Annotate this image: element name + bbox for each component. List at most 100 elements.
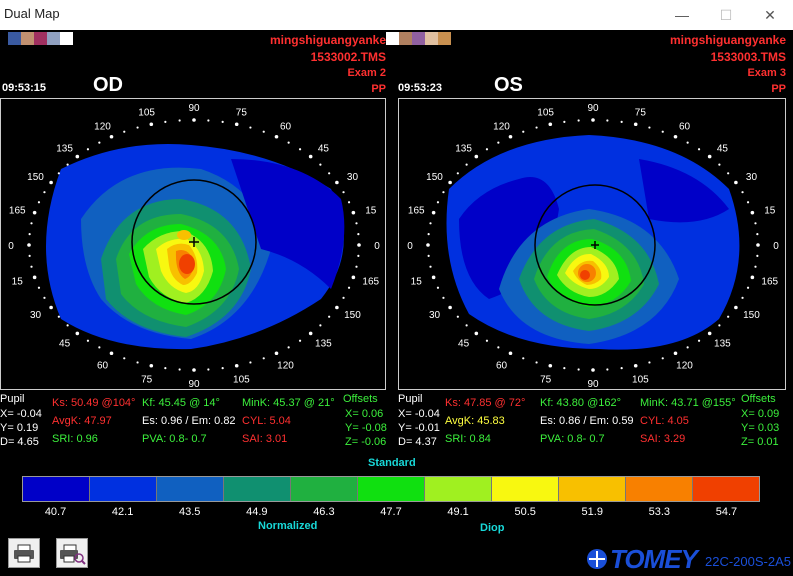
ring-dot xyxy=(508,134,513,139)
print-button[interactable] xyxy=(8,538,40,568)
ring-dot xyxy=(98,141,101,144)
scale-value-label: 40.7 xyxy=(44,506,67,518)
ring-dot xyxy=(57,172,60,175)
od-pupil-label: Pupil xyxy=(0,393,25,405)
axis-label: 0 xyxy=(773,241,779,252)
minimize-button[interactable]: — xyxy=(675,7,689,23)
ring-dot xyxy=(750,210,755,215)
ring-dot xyxy=(442,191,445,194)
os-eye-label: OS xyxy=(494,74,523,96)
axis-label: 30 xyxy=(746,172,758,183)
scale-swatch xyxy=(559,477,626,501)
axis-label: 150 xyxy=(344,310,361,321)
maximize-button[interactable]: ☐ xyxy=(719,7,733,23)
ring-dot xyxy=(697,148,701,151)
ring-dot xyxy=(123,130,126,133)
axis-label: 30 xyxy=(347,172,359,183)
os-mink: MinK: 43.71 @155° xyxy=(640,397,736,409)
ring-dot xyxy=(485,339,489,342)
os-pupil-label: Pupil xyxy=(398,393,423,405)
close-button[interactable]: ✕ xyxy=(764,7,776,23)
ring-dot xyxy=(591,118,595,122)
window-title: Dual Map xyxy=(4,6,60,21)
axis-label: 120 xyxy=(94,121,111,132)
ring-dot xyxy=(192,368,196,372)
ring-dot xyxy=(328,315,331,318)
axis-label: 105 xyxy=(138,108,155,119)
ring-dot xyxy=(620,367,623,370)
os-topography-map[interactable]: 0 15 30 45 60 75 90 105 120 135 150 165 0 15 30 45 60 75 9… xyxy=(398,98,786,390)
axis-label: 150 xyxy=(426,172,443,183)
os-pupil-x: X= -0.04 xyxy=(398,408,440,420)
ring-dot xyxy=(522,130,525,133)
os-offset-y: Y= 0.03 xyxy=(741,422,780,434)
axis-label: 165 xyxy=(362,277,379,288)
ring-dot xyxy=(57,315,60,318)
ring-dot xyxy=(686,141,689,144)
ring-dot xyxy=(465,163,468,166)
ring-dot xyxy=(123,357,126,360)
od-pupil-d: D= 4.65 xyxy=(0,436,39,448)
ring-dot xyxy=(756,243,760,247)
ring-dot xyxy=(274,351,279,356)
ring-dot xyxy=(648,126,651,129)
ring-dot xyxy=(298,339,302,342)
device-code: 22C-200S-2A5 xyxy=(705,554,791,569)
axis-label: 15 xyxy=(764,205,776,216)
print-preview-button[interactable] xyxy=(56,538,88,568)
od-sri: SRI: 0.96 xyxy=(52,433,98,445)
ring-dot xyxy=(606,119,609,122)
ring-dot xyxy=(707,154,712,159)
ring-dot xyxy=(149,363,154,368)
ring-dot xyxy=(249,126,252,129)
ring-dot xyxy=(633,363,638,368)
axis-label: 135 xyxy=(315,339,332,350)
os-exam: Exam 3 xyxy=(747,67,786,79)
os-cyl: CYL: 4.05 xyxy=(640,415,689,427)
axis-label: 75 xyxy=(635,108,647,119)
ring-dot xyxy=(164,367,167,370)
od-pupil-x: X= -0.04 xyxy=(0,408,42,420)
axis-label: 15 xyxy=(365,205,377,216)
ring-dot xyxy=(319,324,322,327)
color-scale-bar xyxy=(22,476,760,502)
ring-dot xyxy=(427,254,430,257)
ring-dot xyxy=(606,368,609,371)
ring-dot xyxy=(697,339,701,342)
scale-title: Standard xyxy=(368,457,416,469)
ring-dot xyxy=(355,222,358,225)
scale-swatch xyxy=(90,477,157,501)
axis-label: 45 xyxy=(59,339,71,350)
scale-swatch xyxy=(157,477,224,501)
axis-label: 165 xyxy=(9,205,26,216)
ring-dot xyxy=(249,361,252,364)
os-es-em: Es: 0.86 / Em: 0.59 xyxy=(540,415,634,427)
os-offset-x: X= 0.09 xyxy=(741,408,780,420)
ring-dot xyxy=(274,134,279,139)
os-offset-z: Z= 0.01 xyxy=(741,436,779,448)
axis-label: 30 xyxy=(30,310,42,321)
scale-normalized-label[interactable]: Normalized xyxy=(258,520,318,532)
ring-dot xyxy=(357,254,360,257)
axis-label: 120 xyxy=(277,361,294,372)
os-avgk: AvgK: 45.83 xyxy=(445,415,505,427)
ring-dot xyxy=(591,368,595,372)
ring-dot xyxy=(75,154,80,159)
ring-dot xyxy=(347,201,351,204)
ring-dot xyxy=(335,305,339,310)
ring-dot xyxy=(298,148,302,151)
os-color-regions xyxy=(446,135,740,350)
ring-dot xyxy=(43,296,46,299)
scale-swatch xyxy=(358,477,425,501)
ring-dot xyxy=(535,361,538,364)
axis-label: 90 xyxy=(188,103,200,114)
scale-value-label: 43.5 xyxy=(179,506,201,518)
ring-dot xyxy=(178,368,181,371)
ring-dot xyxy=(347,286,351,289)
ring-dot xyxy=(287,346,290,349)
os-mode: PP xyxy=(771,83,786,95)
axis-label: 45 xyxy=(318,143,330,154)
ring-dot xyxy=(351,275,356,280)
od-topography-map[interactable]: 0 15 30 45 60 75 90 105 120 135 150 165 0 15 30 45 60 75 9… xyxy=(0,98,386,390)
od-pva: PVA: 0.8- 0.7 xyxy=(142,433,207,445)
